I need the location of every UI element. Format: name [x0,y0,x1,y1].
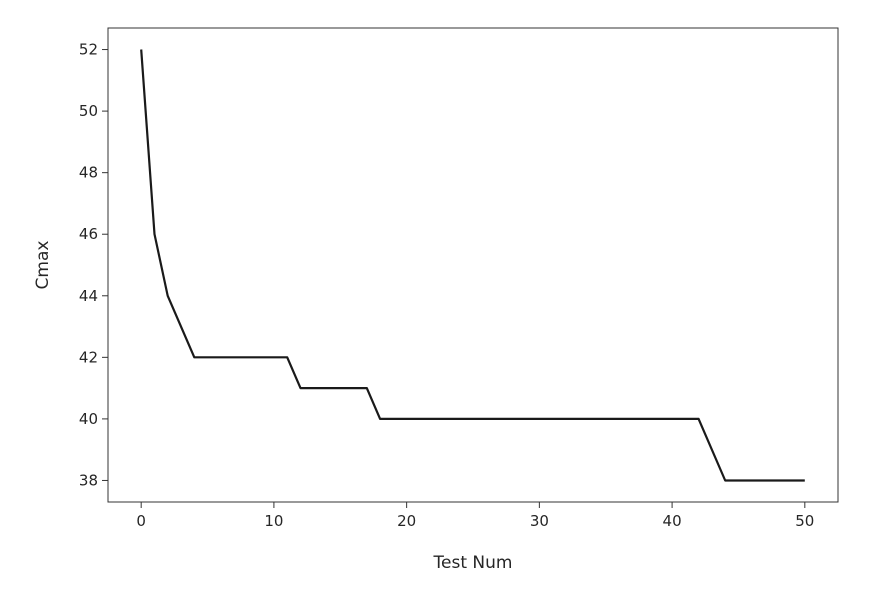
x-tick-label: 20 [397,512,416,530]
x-tick-label: 50 [795,512,814,530]
x-axis-label: Test Num [433,553,513,573]
y-tick-label: 44 [79,287,98,305]
x-tick-label: 40 [663,512,682,530]
x-tick-label: 30 [530,512,549,530]
y-tick-label: 38 [79,471,98,489]
y-tick-label: 48 [79,164,98,182]
x-tick-label: 0 [136,512,146,530]
y-axis-label: Cmax [33,241,53,290]
y-axis: 38 40 42 44 46 48 50 52 [79,41,108,489]
x-tick-label: 10 [264,512,283,530]
series-line [140,49,805,482]
plot-area [107,27,839,503]
y-tick-label: 46 [79,225,98,243]
y-tick-label: 42 [79,348,98,366]
y-tick-label: 50 [79,102,98,120]
y-tick-label: 40 [79,410,98,428]
x-axis: 0 10 20 30 40 50 [136,502,814,530]
y-tick-label: 52 [79,41,98,59]
